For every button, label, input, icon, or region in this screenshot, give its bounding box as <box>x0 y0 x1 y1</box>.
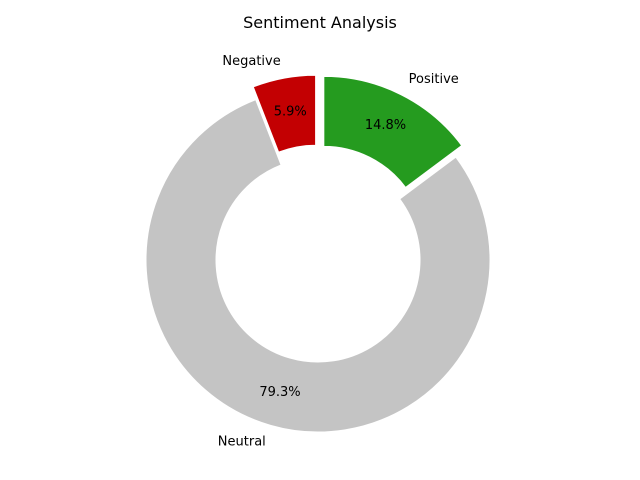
slice-negative <box>252 74 317 153</box>
slice-percent-positive: 14.8% <box>365 118 406 133</box>
slice-label-negative: Negative <box>222 54 280 69</box>
slice-label-neutral: Neutral <box>218 434 266 449</box>
chart-title: Sentiment Analysis <box>243 13 397 32</box>
slice-positive <box>323 75 463 189</box>
donut-labels: Positive 14.8% Neutral 79.3% Negative 5.9% <box>218 54 459 450</box>
slice-percent-negative: 5.9% <box>274 104 307 119</box>
slice-label-positive: Positive <box>409 72 459 87</box>
slice-neutral <box>145 99 491 433</box>
slice-percent-neutral: 79.3% <box>259 385 300 400</box>
donut-slices <box>145 74 491 433</box>
